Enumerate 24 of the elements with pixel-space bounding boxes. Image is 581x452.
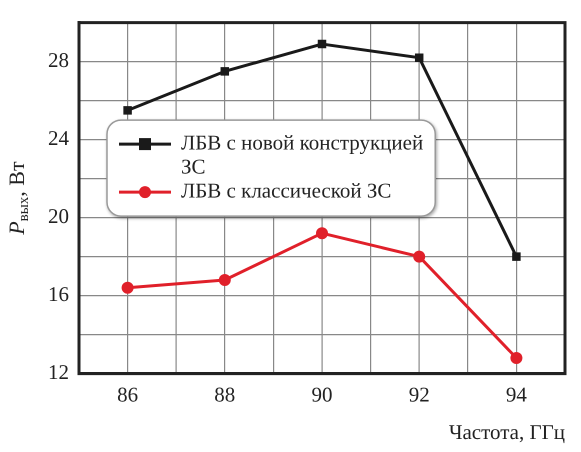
point (414, 53, 424, 62)
y-tick-label: 12 (48, 360, 69, 384)
point (220, 67, 230, 76)
x-tick-label: 90 (312, 382, 332, 407)
point (316, 227, 328, 240)
y-axis-title: Pвых, Вт (4, 161, 32, 236)
x-axis-title: Частота, ГГц (448, 420, 565, 444)
point (318, 40, 326, 48)
x-tick-label: 92 (408, 382, 430, 407)
y-tick-label: 20 (48, 204, 69, 228)
point (123, 106, 132, 115)
y-tick-label: 24 (48, 126, 70, 150)
x-tick-label: 88 (214, 382, 236, 407)
x-tick-label: 94 (506, 382, 528, 407)
point (413, 250, 426, 263)
point (218, 274, 231, 286)
point (122, 282, 134, 294)
y-tick-label: 16 (48, 282, 69, 306)
legend-label: ЛБВ с новой конструкцией ЗС (181, 130, 424, 179)
x-tick-label: 86 (117, 382, 138, 407)
point (510, 352, 522, 364)
legend-label: ЛБВ с классической ЗС (181, 178, 392, 203)
y-tick-label: 28 (48, 48, 69, 72)
point (512, 252, 521, 261)
